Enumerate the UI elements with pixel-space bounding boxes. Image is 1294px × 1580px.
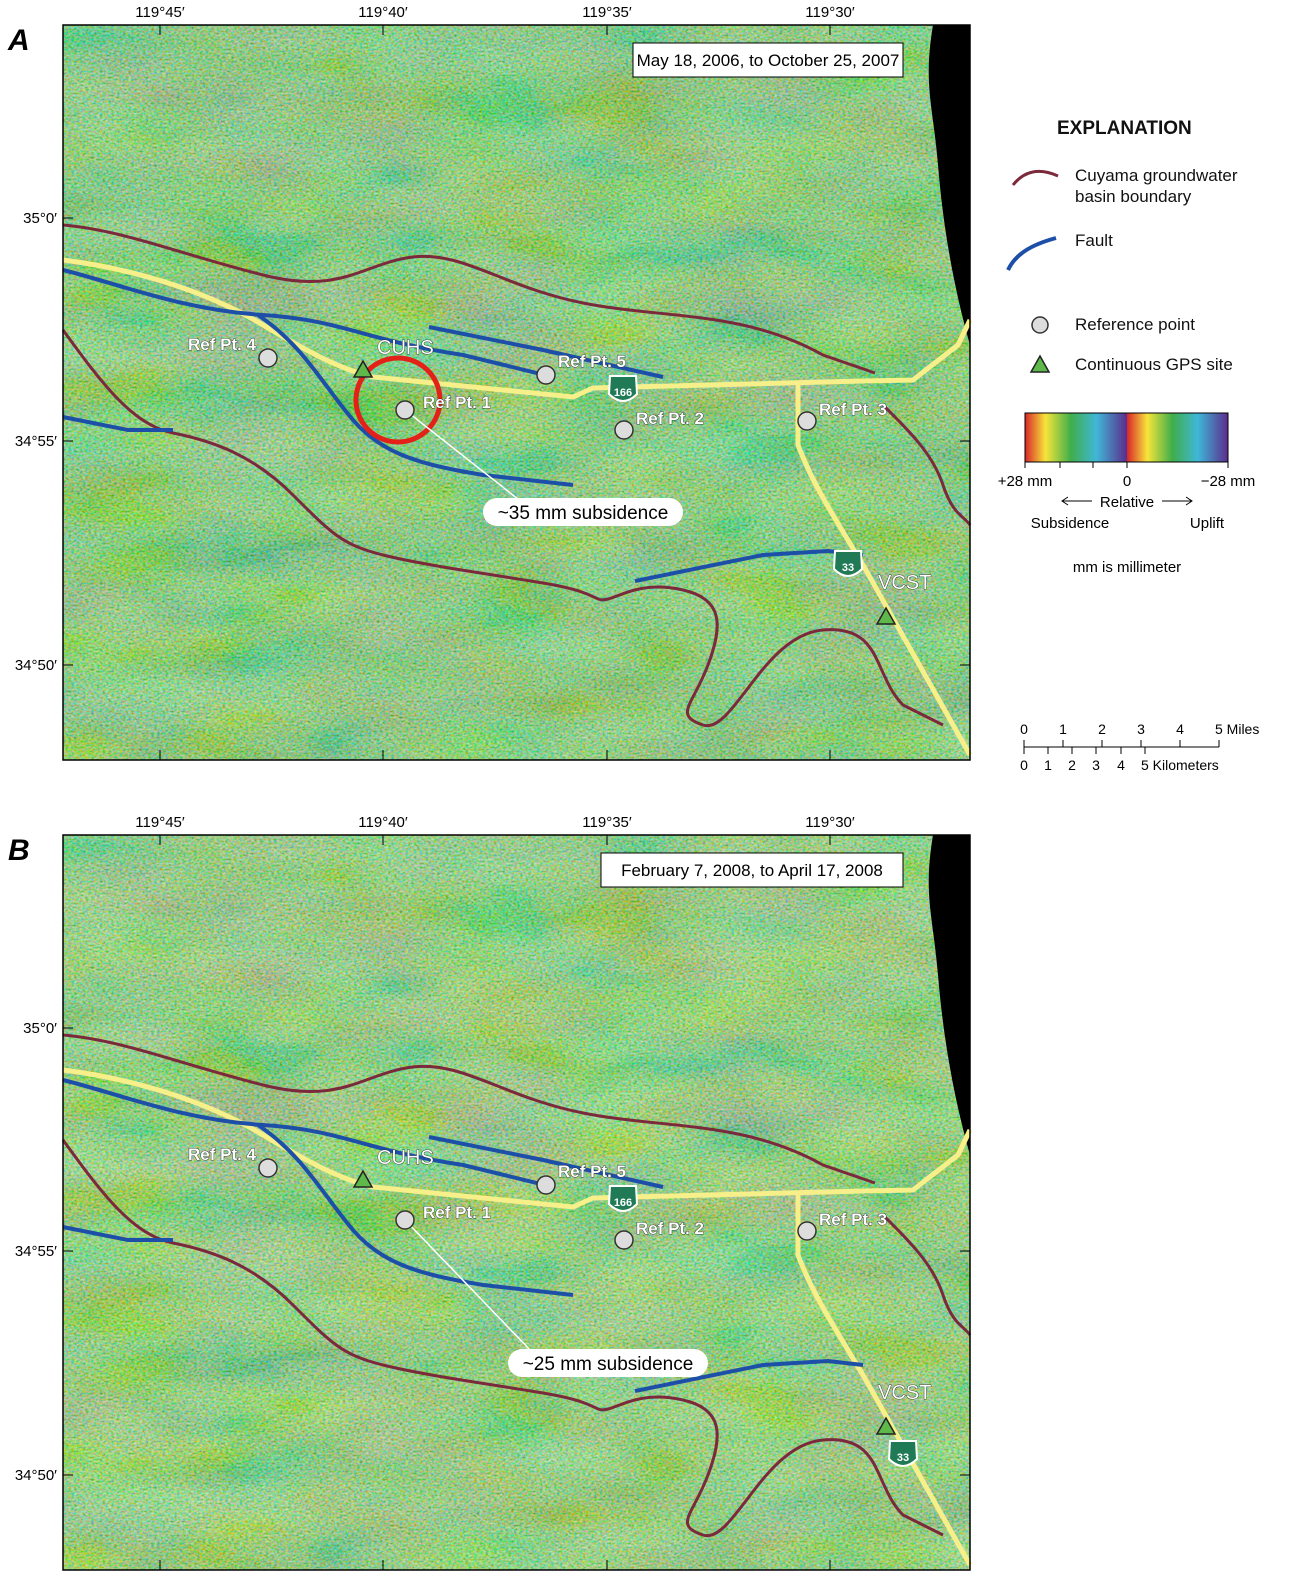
reference-point <box>259 349 277 367</box>
reference-point <box>259 1159 277 1177</box>
site-label: Ref Pt. 4 <box>188 335 257 354</box>
highway-label: 33 <box>842 562 854 574</box>
site-label: Ref Pt. 1 <box>423 1203 491 1222</box>
period-label: February 7, 2008, to April 17, 2008 <box>621 861 883 880</box>
reference-point <box>396 1211 414 1229</box>
annotation: ~35 mm subsidence <box>498 503 669 524</box>
latitude-label: 34°50′ <box>15 1467 57 1484</box>
scale-label: 0 <box>1123 473 1131 490</box>
scale-km-label: 2 <box>1068 757 1076 773</box>
legend-item: Cuyama groundwater basin boundary <box>1075 165 1275 207</box>
site-label: CUHS <box>377 1147 434 1169</box>
arrow <box>1062 497 1092 505</box>
site-label: Ref Pt. 3 <box>819 1210 887 1229</box>
legend-item: Reference point <box>1075 314 1195 335</box>
site-label: Ref Pt. 5 <box>558 1162 626 1181</box>
map-panel: B 119°45′ 119°40′ 119°35′ 119°30′ 35°0′ 34°55′… <box>8 814 970 1570</box>
scale-label: +28 mm <box>998 473 1053 490</box>
reference-point <box>615 421 633 439</box>
scale-label: Subsidence <box>1031 515 1109 532</box>
reference-point <box>798 412 816 430</box>
longitude-label: 119°45′ <box>135 814 185 831</box>
legend-fault-symbol <box>1008 238 1056 270</box>
legend-gps-symbol <box>1031 356 1049 372</box>
longitude-label: 119°30′ <box>805 814 855 831</box>
map-panel: A 119°45′ 119°40′ 119°35′ 119°30′ 35°0′ 34°55′… <box>7 4 970 760</box>
latitude-label: 34°50′ <box>15 657 57 674</box>
scale-miles-label: 1 <box>1059 721 1067 737</box>
site-label: Ref Pt. 2 <box>636 409 704 428</box>
scale-miles-label: 2 <box>1098 721 1106 737</box>
scale-km-label: 3 <box>1092 757 1100 773</box>
reference-point <box>615 1231 633 1249</box>
reference-point <box>537 366 555 384</box>
site-label: VCST <box>878 572 931 594</box>
site-label: CUHS <box>377 337 434 359</box>
longitude-label: 119°45′ <box>135 4 185 21</box>
site-label: Ref Pt. 2 <box>636 1219 704 1238</box>
highway-label: 33 <box>897 1452 909 1464</box>
scale-km-label: 1 <box>1044 757 1052 773</box>
period-label: May 18, 2006, to October 25, 2007 <box>637 51 900 70</box>
longitude-label: 119°35′ <box>582 4 632 21</box>
scale-label: −28 mm <box>1201 473 1256 490</box>
scale-km-label: 5 Kilometers <box>1141 757 1219 773</box>
site-label: Ref Pt. 1 <box>423 393 491 412</box>
legend-point-symbol <box>1032 317 1048 333</box>
color-scale <box>1127 413 1228 462</box>
legend: +28 mm 0 −28 mm Relative Subsidence Uplift mm … <box>998 171 1260 773</box>
latitude-label: 35°0′ <box>23 1020 57 1037</box>
longitude-label: 119°40′ <box>358 4 408 21</box>
site-label: Ref Pt. 3 <box>819 400 887 419</box>
highway-label: 166 <box>614 387 632 399</box>
site-label: Ref Pt. 4 <box>188 1145 257 1164</box>
annotation: ~25 mm subsidence <box>523 1354 694 1375</box>
latitude-label: 35°0′ <box>23 210 57 227</box>
scale-label: Relative <box>1100 494 1154 511</box>
scale-miles-label: 3 <box>1137 721 1145 737</box>
color-scale <box>1025 413 1127 462</box>
legend-note: mm is millimeter <box>1073 559 1181 576</box>
site-label: VCST <box>878 1382 931 1404</box>
scale-label: Uplift <box>1190 515 1225 532</box>
reference-point <box>396 401 414 419</box>
highway-label: 166 <box>614 1197 632 1209</box>
longitude-label: 119°30′ <box>805 4 855 21</box>
site-label: Ref Pt. 5 <box>558 352 626 371</box>
legend-item: Fault <box>1075 230 1113 251</box>
scale-km-label: 0 <box>1020 757 1028 773</box>
latitude-label: 34°55′ <box>15 1243 57 1260</box>
scale-miles-label: 0 <box>1020 721 1028 737</box>
arrow <box>1162 497 1192 505</box>
panel-label: B <box>8 834 30 867</box>
page: A 119°45′ 119°40′ 119°35′ 119°30′ 35°0′ 34°55′… <box>0 0 1294 1580</box>
scale-miles-label: 4 <box>1176 721 1184 737</box>
scale-km-label: 4 <box>1117 757 1125 773</box>
legend-item: Continuous GPS site <box>1075 354 1233 375</box>
scale-miles-label: 5 Miles <box>1215 721 1259 737</box>
longitude-label: 119°40′ <box>358 814 408 831</box>
legend-basin-symbol <box>1013 171 1058 185</box>
legend-title: EXPLANATION <box>1057 118 1192 139</box>
reference-point <box>798 1222 816 1240</box>
panel-label: A <box>7 24 30 57</box>
reference-point <box>537 1176 555 1194</box>
longitude-label: 119°35′ <box>582 814 632 831</box>
latitude-label: 34°55′ <box>15 433 57 450</box>
